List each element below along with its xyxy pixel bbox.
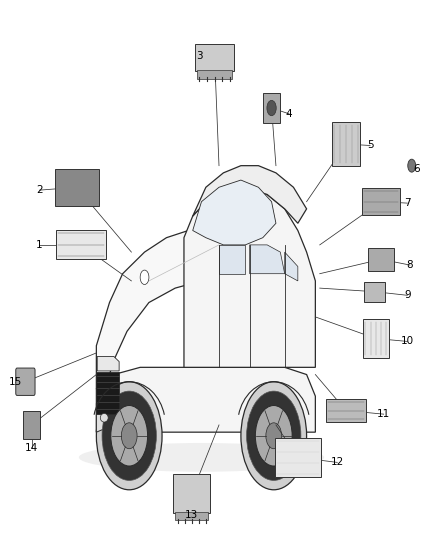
Bar	[55, 168, 99, 206]
Circle shape	[267, 100, 276, 116]
Text: 14: 14	[25, 443, 38, 453]
Circle shape	[247, 391, 301, 480]
Polygon shape	[193, 180, 276, 245]
Bar	[275, 438, 321, 477]
Circle shape	[140, 270, 149, 285]
Bar	[364, 281, 385, 302]
Polygon shape	[250, 245, 285, 274]
Text: 15: 15	[9, 377, 22, 387]
Text: 4: 4	[286, 109, 293, 119]
Circle shape	[241, 382, 307, 490]
Circle shape	[102, 391, 156, 480]
Text: 12: 12	[331, 457, 344, 467]
Circle shape	[408, 159, 416, 172]
Bar	[23, 411, 40, 439]
Polygon shape	[97, 357, 119, 371]
Circle shape	[111, 406, 148, 466]
Bar	[368, 248, 394, 271]
Bar	[332, 123, 360, 166]
Circle shape	[96, 382, 162, 490]
Polygon shape	[184, 187, 315, 367]
Text: 10: 10	[401, 336, 414, 346]
Text: 11: 11	[377, 409, 390, 419]
Bar	[96, 373, 119, 414]
Text: 1: 1	[36, 240, 43, 250]
Bar	[56, 230, 106, 259]
Bar	[197, 70, 232, 78]
Bar	[263, 93, 280, 123]
Bar	[175, 512, 208, 520]
Bar	[363, 319, 389, 358]
Polygon shape	[96, 230, 219, 389]
Circle shape	[255, 406, 292, 466]
Text: 9: 9	[404, 290, 411, 300]
Bar	[195, 44, 234, 71]
Bar	[362, 188, 399, 215]
Polygon shape	[96, 396, 114, 432]
Circle shape	[121, 423, 137, 449]
Text: 8: 8	[406, 260, 413, 270]
Polygon shape	[193, 166, 307, 223]
Circle shape	[266, 423, 282, 449]
Bar	[173, 474, 211, 513]
Text: 13: 13	[185, 510, 198, 520]
Ellipse shape	[100, 414, 108, 422]
Ellipse shape	[79, 443, 324, 472]
Polygon shape	[219, 245, 245, 274]
Text: 2: 2	[36, 185, 43, 195]
Text: 5: 5	[367, 141, 374, 150]
Polygon shape	[96, 367, 315, 432]
Bar	[326, 399, 366, 422]
FancyBboxPatch shape	[16, 368, 35, 395]
Text: 7: 7	[404, 198, 411, 208]
Text: 3: 3	[196, 51, 203, 61]
Text: 6: 6	[413, 164, 420, 174]
Polygon shape	[285, 252, 298, 281]
